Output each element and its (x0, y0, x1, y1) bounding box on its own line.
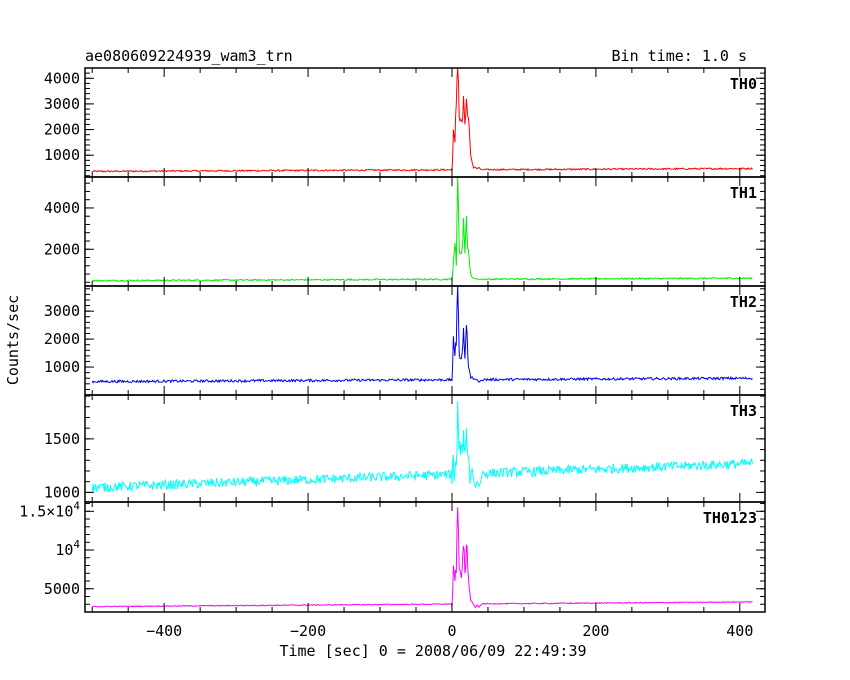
panel-th1: 2000 4000 TH1 (44, 176, 766, 287)
y-tick-label: 3000 (44, 302, 80, 320)
y-tick-label: 1000 (44, 483, 80, 501)
x-tick-label: −200 (290, 622, 326, 640)
x-tick-label: −400 (146, 622, 182, 640)
x-axis-label: Time [sec] 0 = 2008/06/09 22:49:39 (279, 642, 586, 660)
panel-label-th0: TH0 (730, 75, 757, 93)
chart-title: ae080609224939_wam3_trn (85, 47, 293, 65)
y-tick-label: 4000 (44, 199, 80, 217)
panel-label-th2: TH2 (730, 293, 757, 311)
series-th2 (91, 285, 753, 384)
y-tick-label: 5000 (44, 580, 80, 598)
panel-th0: 1000 2000 3000 4000 TH0 (44, 67, 766, 178)
x-tick-label: 0 (447, 622, 456, 640)
series-th1 (91, 176, 753, 283)
y-tick-label: 3000 (44, 95, 80, 113)
y-tick-label: 1000 (44, 146, 80, 164)
y-tick-label: 1500 (44, 430, 80, 448)
panels-group: 1000 2000 3000 4000 TH0 2000 4000 TH1 1000 2000 30… (19, 67, 766, 613)
y-axis-label: Counts/sec (4, 295, 22, 385)
y-tick-label: 2000 (44, 240, 80, 258)
panel-frame (84, 67, 766, 178)
panel-frame (84, 285, 766, 396)
panel-th0123: 5000 104 1.5×104 TH0123 (19, 499, 766, 613)
y-tick-label: 2000 (44, 121, 80, 139)
series-th0 (91, 67, 753, 173)
series-th3 (91, 401, 753, 493)
panel-th2: 1000 2000 3000 TH2 (44, 285, 766, 396)
y-tick-label: 104 (55, 538, 80, 559)
x-tick-label: 200 (582, 622, 609, 640)
y-tick-label: 1.5×104 (19, 499, 80, 520)
series-th0123 (91, 507, 753, 609)
panel-frame (84, 501, 766, 613)
panel-label-th1: TH1 (730, 184, 757, 202)
x-tick-label: 400 (726, 622, 753, 640)
bin-time-label: Bin time: 1.0 s (612, 47, 747, 65)
y-tick-label: 1000 (44, 358, 80, 376)
panel-frame (84, 394, 766, 503)
y-tick-label: 2000 (44, 330, 80, 348)
x-tick-labels: −400 −200 0 200 400 (146, 622, 753, 640)
panel-label-th3: TH3 (730, 402, 757, 420)
y-tick-label: 4000 (44, 69, 80, 87)
panel-frame (84, 176, 766, 287)
panel-label-th0123: TH0123 (703, 509, 757, 527)
panel-th3: 1000 1500 TH3 (44, 394, 766, 503)
